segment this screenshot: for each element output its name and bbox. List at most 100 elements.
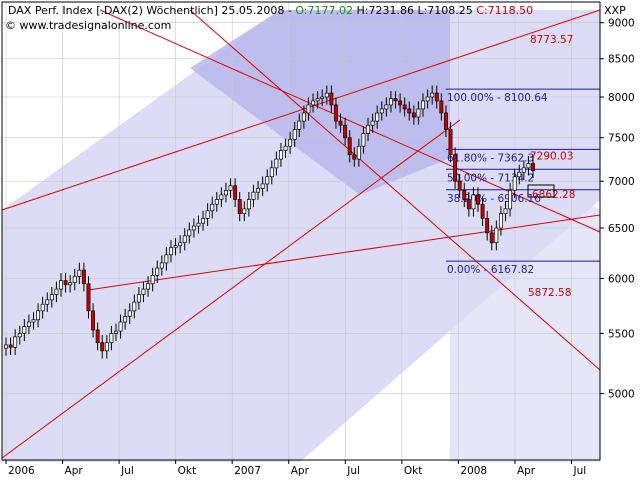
x-tick-label: Okt (178, 465, 196, 477)
candle-body (421, 100, 425, 110)
candle-body (201, 218, 206, 224)
channel-line-3 (189, 9, 601, 371)
candle-body (4, 344, 8, 349)
candle-body (503, 208, 508, 214)
candle-body (127, 310, 132, 317)
candle-body (81, 269, 86, 285)
x-tick-label: Jul (346, 465, 360, 477)
candle-body (315, 98, 320, 102)
candle-body (311, 100, 315, 106)
candle-body (54, 288, 59, 295)
x-tick-label: 2006 (8, 465, 35, 477)
fib-label: 100.00% - 8100.64 (447, 92, 548, 104)
lower-band (450, 120, 600, 462)
candle-body (136, 294, 141, 303)
candle-body (173, 245, 178, 249)
candle-body (17, 333, 22, 338)
candle-body (384, 104, 389, 110)
candle-body (489, 232, 494, 244)
fib-label: 50.00% - 7134.2 (447, 172, 534, 184)
candle-body (301, 112, 306, 122)
y-axis: 9000 8500 8000 7500 7000 6500 6000 5500 5000 (600, 18, 635, 401)
candle-body (40, 303, 45, 312)
candle-body (91, 310, 96, 331)
x-tick-label: Apr (65, 465, 84, 477)
symbol-label: XXP (604, 4, 626, 17)
candle-body (187, 229, 192, 237)
candle-body (237, 199, 242, 214)
candle-body (343, 124, 348, 139)
candle-body (462, 189, 467, 200)
y-tick-label: 5000 (608, 389, 635, 401)
candle-body (306, 104, 311, 114)
candle-body (320, 96, 325, 99)
candle-body (210, 203, 215, 212)
candle-body (114, 330, 118, 334)
candle-body (118, 321, 123, 332)
candle-body (279, 150, 283, 160)
fib-label: 61.80% - 7362.3 (447, 152, 534, 164)
candle-body (338, 120, 343, 126)
x-tick-label: 2008 (460, 465, 487, 477)
y-tick-label: 5500 (608, 328, 635, 340)
candle-body (100, 342, 105, 352)
candle-body (178, 242, 183, 247)
candle-body (352, 154, 357, 160)
candle-body (485, 218, 490, 234)
candle-body (347, 137, 352, 156)
close-value: C:7118.50 (476, 4, 533, 17)
candle-body (72, 276, 77, 284)
low-value: L:7108.25 (417, 4, 472, 17)
candle-body (68, 282, 73, 286)
candle-body (471, 194, 476, 210)
candle-body (123, 316, 128, 323)
candle-body (453, 154, 458, 182)
candle-body (164, 254, 169, 264)
y-tick-label: 6000 (608, 273, 635, 285)
open-value: O:7177.02 (295, 4, 353, 17)
channel-lines (1, 9, 601, 459)
y-tick-label: 7500 (608, 133, 635, 145)
candle-body (13, 336, 18, 348)
candle-body (517, 171, 522, 178)
candle-body (59, 280, 63, 290)
candle-body (233, 185, 238, 200)
candle-body (31, 319, 36, 323)
candle-body (95, 329, 100, 343)
candle-body (329, 92, 334, 106)
candle-body (132, 301, 137, 312)
channel-line-2 (99, 9, 601, 233)
candle-body (224, 189, 228, 196)
x-tick-label: Jul (120, 465, 134, 477)
y-tick-label: 7000 (608, 176, 635, 188)
channel-line-1 (1, 9, 601, 211)
candle-body (494, 227, 499, 244)
candle-body (86, 283, 91, 312)
channel-band-upper (190, 10, 450, 195)
candle-body (251, 191, 256, 200)
chart-title: DAX Perf. Index [.DAX(2) Wöchentlich] 25… (8, 4, 533, 17)
candle-body (141, 288, 146, 295)
x-tick-label: Apr (291, 465, 310, 477)
candle-body (457, 180, 462, 191)
candle-body (36, 310, 41, 321)
candle-body (512, 176, 517, 191)
annotation-label: 7290.03 (530, 151, 573, 163)
candle-body (242, 208, 247, 214)
annotation-label: 5872.58 (528, 287, 571, 299)
candle-body (146, 283, 151, 290)
candle-body (109, 333, 114, 343)
candle-body (269, 167, 274, 178)
candle-body (45, 299, 50, 305)
candle-body (480, 203, 485, 219)
candle-body (292, 129, 297, 140)
fib-label: 0.00% - 6167.82 (447, 264, 534, 276)
candle-body (283, 145, 288, 151)
candle-body (288, 139, 293, 147)
candle-body (508, 189, 513, 210)
candle-body (260, 183, 265, 189)
y-tick-label: 6500 (608, 223, 635, 235)
channel-line-4 (1, 119, 461, 459)
candle-body (398, 100, 403, 106)
